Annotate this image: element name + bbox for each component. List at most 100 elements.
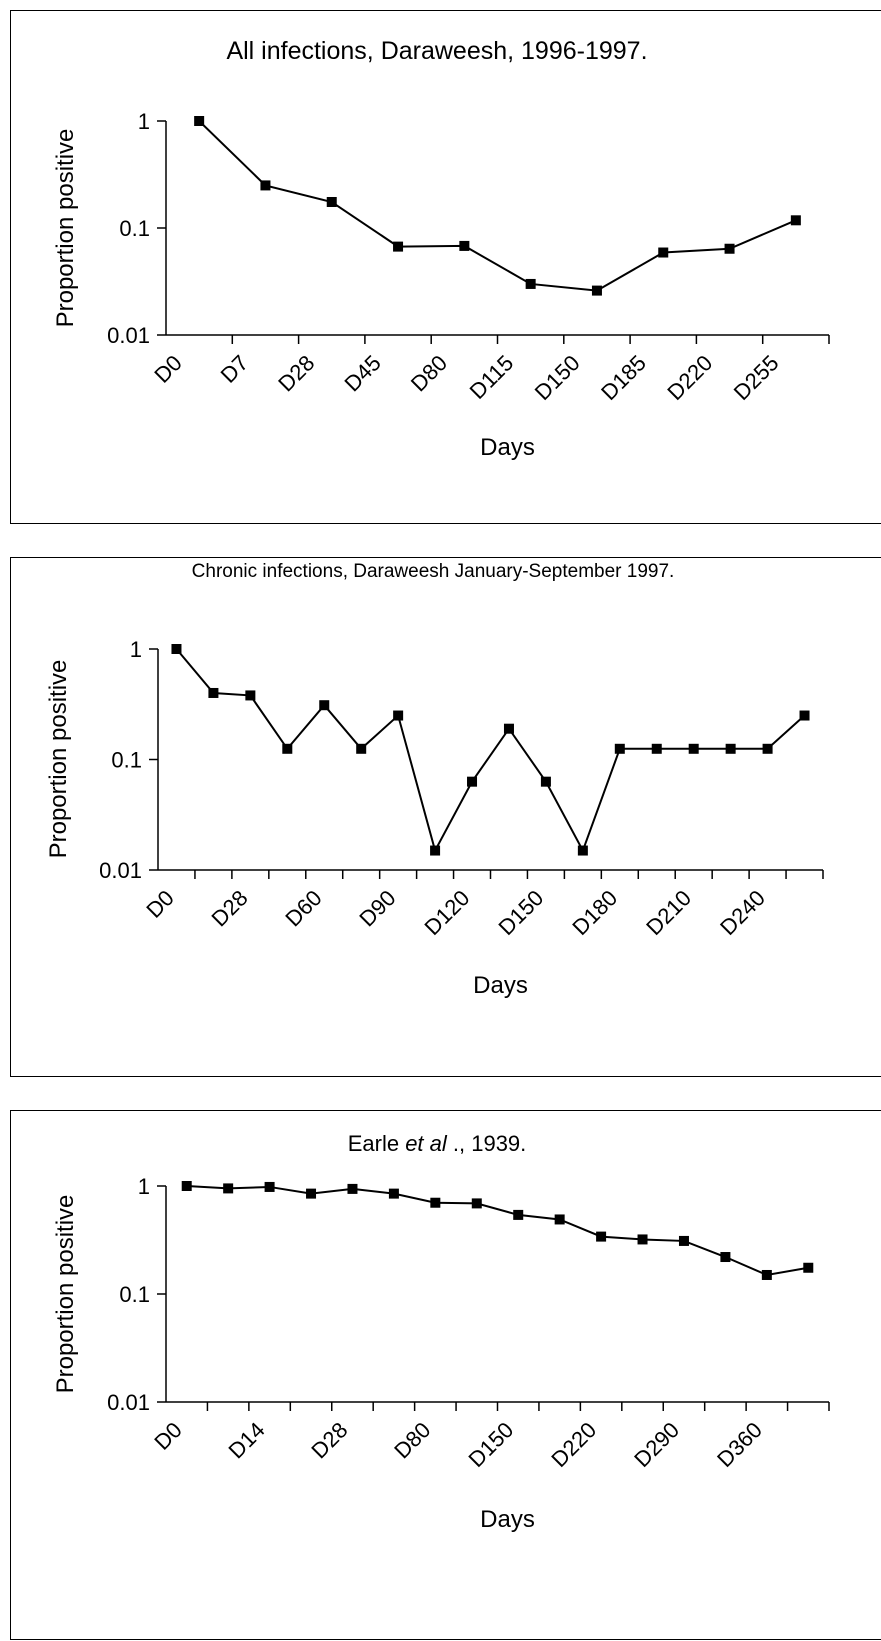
series-line (198, 120, 797, 292)
chart-title-part: ., 1939. (447, 1131, 527, 1156)
x-tick-label: D7 (216, 350, 254, 388)
y-tick-label: 1 (138, 1174, 150, 1199)
data-point (803, 1262, 814, 1273)
data-point (591, 285, 602, 296)
data-point (393, 241, 404, 252)
data-point (790, 215, 801, 226)
data-point (554, 1214, 565, 1225)
data-point (319, 700, 330, 711)
data-point (194, 116, 205, 126)
data-point (678, 1235, 689, 1246)
x-tick-label: D150 (493, 885, 548, 940)
chart-panel-earle-1939: Earle et al ., 1939. 0.01 0.1 1 D0 D14 D28 D80 D… (10, 1110, 881, 1640)
x-tick-label: D28 (207, 885, 253, 931)
data-point (525, 278, 536, 289)
data-point (651, 743, 662, 754)
x-tick-label: D210 (641, 885, 696, 940)
x-tick-label: D80 (406, 350, 452, 396)
data-point (430, 1197, 441, 1208)
y-tick-label: 0.1 (119, 216, 150, 241)
x-tick-label: D0 (149, 350, 187, 388)
data-point (264, 1181, 275, 1192)
x-tick-label: D60 (280, 885, 326, 931)
y-tick-label: 1 (138, 109, 150, 134)
data-point (306, 1188, 317, 1199)
x-tick-label: D220 (662, 350, 717, 405)
data-point (223, 1183, 234, 1194)
data-point (245, 690, 256, 701)
x-tick-label: D45 (340, 350, 386, 396)
data-point (762, 743, 773, 754)
data-point (388, 1188, 399, 1199)
x-tick-label: D115 (465, 350, 519, 404)
chart-title: All infections, Daraweesh, 1996-1997. (226, 37, 647, 65)
data-point (503, 723, 514, 734)
x-tick-label: D80 (389, 1417, 435, 1463)
chart-panel-all-infections: All infections, Daraweesh, 1996-1997. 0.0… (10, 10, 881, 524)
data-point (540, 776, 551, 787)
data-point (467, 776, 478, 787)
x-tick-label: D255 (729, 350, 784, 405)
chart-title: Chronic infections, Daraweesh January-Se… (192, 561, 675, 582)
x-tick-label: D14 (224, 1417, 270, 1463)
series-line (175, 648, 806, 854)
y-tick-label: 0.1 (111, 748, 142, 773)
data-point (181, 1181, 192, 1191)
y-axis-label: Proportion positive (52, 129, 79, 328)
chart-title-part: Earle (348, 1131, 405, 1156)
data-point (761, 1269, 772, 1280)
y-axis-label: Proportion positive (45, 660, 72, 859)
data-point (208, 687, 219, 698)
x-tick-label: D360 (712, 1417, 767, 1472)
data-point (596, 1231, 607, 1242)
data-point (724, 243, 735, 254)
x-tick-label: D180 (567, 885, 622, 940)
y-tick-label: 0.01 (107, 323, 150, 348)
y-tick-label: 1 (130, 637, 142, 662)
x-axis-label: Days (480, 1506, 535, 1533)
data-point (688, 743, 699, 754)
x-axis-label: Days (473, 972, 528, 999)
y-axis-label: Proportion positive (52, 1195, 79, 1394)
x-tick-label: D150 (530, 350, 585, 405)
data-point (637, 1234, 648, 1245)
data-point (171, 644, 182, 654)
data-point (658, 247, 669, 258)
data-point (720, 1252, 731, 1263)
y-tick-label: 0.01 (107, 1390, 150, 1415)
y-tick-label: 0.01 (99, 858, 142, 883)
data-point (430, 845, 441, 856)
chart-svg-earle-1939: Earle et al ., 1939. 0.01 0.1 1 D0 D14 D28 D80 D… (52, 1131, 830, 1533)
data-point (577, 845, 588, 856)
data-point (347, 1183, 358, 1194)
data-point (326, 196, 337, 207)
x-tick-label: D150 (464, 1417, 519, 1472)
data-point (393, 710, 404, 721)
x-tick-label: D0 (141, 885, 179, 923)
x-tick-label: D290 (629, 1417, 684, 1472)
series-line (186, 1185, 809, 1277)
x-tick-label: D240 (715, 885, 770, 940)
data-point (260, 180, 271, 191)
x-tick-label: D28 (306, 1417, 352, 1463)
x-tick-label: D0 (149, 1417, 187, 1455)
y-tick-label: 0.1 (119, 1282, 150, 1307)
chart-svg-all-infections: All infections, Daraweesh, 1996-1997. 0.0… (52, 37, 830, 461)
x-tick-label: D120 (420, 885, 475, 940)
x-tick-label: D220 (546, 1417, 601, 1472)
x-axis-label: Days (480, 434, 535, 461)
chart-title-part: et al (405, 1131, 448, 1156)
data-point (614, 743, 625, 754)
data-point (513, 1209, 524, 1220)
data-point (725, 743, 736, 754)
data-point (799, 710, 810, 721)
chart-panel-chronic-infections: Chronic infections, Daraweesh January-Se… (10, 557, 881, 1077)
chart-svg-chronic-infections: Chronic infections, Daraweesh January-Se… (45, 561, 824, 999)
data-point (356, 743, 367, 754)
x-tick-label: D185 (596, 350, 651, 405)
chart-title: Earle et al ., 1939. (348, 1131, 527, 1156)
x-tick-label: D90 (354, 885, 400, 931)
x-tick-label: D28 (273, 350, 319, 396)
data-point (471, 1198, 482, 1209)
data-point (459, 240, 470, 251)
